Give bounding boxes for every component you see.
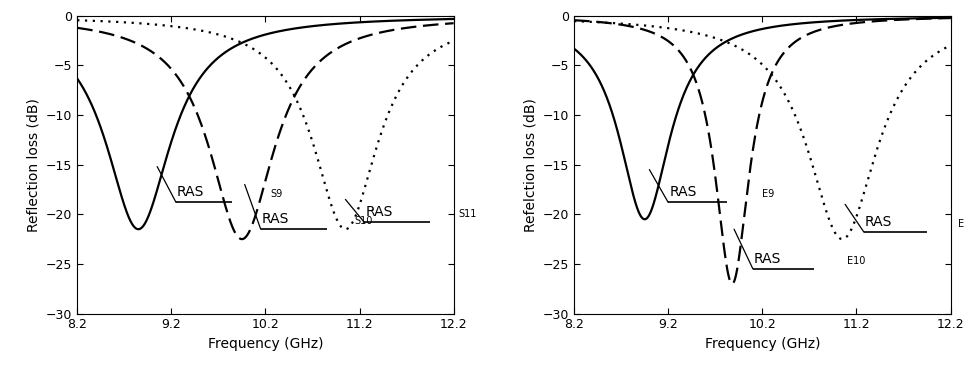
X-axis label: Frequency (GHz): Frequency (GHz) [207,337,323,351]
Text: RAS: RAS [365,205,393,219]
Text: E11: E11 [958,219,965,229]
Text: RAS: RAS [262,212,290,226]
Y-axis label: Refelction loss (dB): Refelction loss (dB) [523,98,538,232]
Text: E10: E10 [847,256,866,266]
Y-axis label: Reflection loss (dB): Reflection loss (dB) [26,98,41,232]
Text: E9: E9 [762,189,775,200]
X-axis label: Frequency (GHz): Frequency (GHz) [704,337,820,351]
Text: RAS: RAS [669,185,697,200]
Text: S10: S10 [355,216,373,226]
Text: RAS: RAS [754,252,782,266]
Text: S9: S9 [270,189,283,200]
Text: RAS: RAS [865,215,893,229]
Text: RAS: RAS [177,185,205,200]
Text: S11: S11 [458,209,477,219]
